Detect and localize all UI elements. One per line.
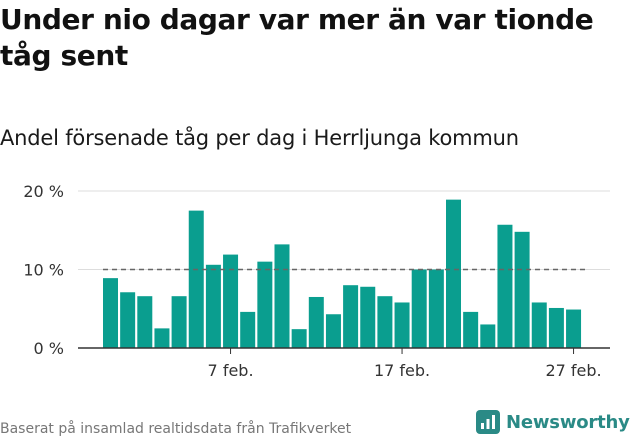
y-tick-label: 0 % bbox=[34, 339, 64, 358]
bar bbox=[480, 324, 496, 348]
bar bbox=[154, 328, 170, 348]
x-tick-labels: 7 feb. 17 feb. 27 feb. bbox=[208, 361, 602, 380]
bar bbox=[274, 244, 290, 348]
bar-series bbox=[103, 199, 582, 348]
bar bbox=[257, 261, 273, 348]
bar bbox=[240, 311, 256, 348]
source-note: Baserat på insamlad realtidsdata från Tr… bbox=[0, 421, 352, 437]
newsworthy-logo[interactable]: Newsworthy bbox=[476, 408, 630, 436]
bar bbox=[343, 285, 359, 348]
axes bbox=[78, 347, 610, 354]
bar-chart: 0 % 10 % 20 % 7 feb. 17 feb. 27 feb. bbox=[23, 182, 610, 380]
newsworthy-logo-icon bbox=[476, 410, 500, 434]
bar bbox=[291, 329, 307, 348]
bar bbox=[497, 224, 513, 348]
bar bbox=[531, 302, 547, 348]
bar bbox=[171, 296, 187, 348]
x-tick-label: 17 feb. bbox=[374, 361, 430, 380]
bar bbox=[566, 309, 582, 348]
bar bbox=[308, 296, 324, 348]
bar bbox=[548, 307, 564, 348]
x-tick-label: 7 feb. bbox=[208, 361, 254, 380]
bar bbox=[137, 296, 153, 348]
bar bbox=[463, 311, 479, 348]
bar bbox=[103, 278, 118, 348]
bar bbox=[120, 292, 136, 348]
bar bbox=[377, 296, 393, 348]
bar bbox=[411, 269, 427, 348]
gridlines bbox=[78, 190, 610, 270]
y-tick-labels: 0 % 10 % 20 % bbox=[23, 182, 64, 358]
y-tick-label: 20 % bbox=[23, 182, 64, 201]
bar bbox=[446, 199, 461, 348]
y-tick-label: 10 % bbox=[23, 261, 64, 280]
bar bbox=[325, 314, 341, 348]
bar bbox=[205, 264, 221, 348]
bar bbox=[360, 286, 376, 348]
chart-title: Under nio dagar var mer än var tionde tå… bbox=[0, 3, 594, 72]
bar bbox=[514, 231, 530, 348]
newsworthy-logo-text: Newsworthy bbox=[506, 411, 630, 433]
bar bbox=[223, 254, 239, 348]
x-tick-label: 27 feb. bbox=[545, 361, 601, 380]
bar bbox=[394, 302, 410, 348]
chart-subtitle: Andel försenade tåg per dag i Herrljunga… bbox=[0, 126, 519, 150]
bar bbox=[188, 210, 204, 348]
bar bbox=[428, 269, 444, 348]
